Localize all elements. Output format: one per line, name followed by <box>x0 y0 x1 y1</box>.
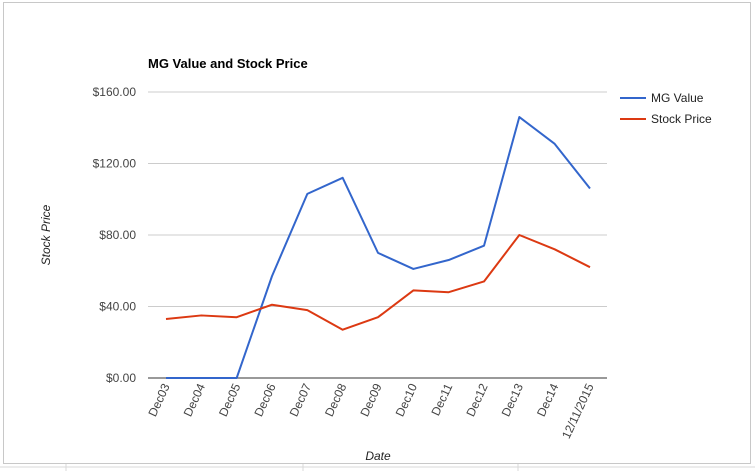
x-tick-label: Dec10 <box>393 381 420 419</box>
x-tick-label: Dec05 <box>216 381 243 419</box>
y-tick-label: $40.00 <box>99 300 136 314</box>
x-tick-label: Dec14 <box>534 381 561 419</box>
x-tick-label: Dec06 <box>251 381 278 419</box>
y-tick-label: $0.00 <box>106 371 136 385</box>
x-tick-label: 12/11/2015 <box>559 381 597 441</box>
y-tick-label: $120.00 <box>93 157 137 171</box>
x-tick-label: Dec03 <box>145 381 172 419</box>
gridlines <box>148 91 607 379</box>
x-tick-label: Dec12 <box>463 381 490 419</box>
series-line-stock-price <box>165 234 591 331</box>
x-tick-label: Dec11 <box>428 381 455 418</box>
x-tick-label: Dec07 <box>287 381 314 419</box>
legend-label: Stock Price <box>651 112 712 126</box>
x-tick-label: Dec04 <box>181 381 208 419</box>
series-lines <box>165 116 591 379</box>
y-axis-title: Stock Price <box>39 204 53 265</box>
x-axis-ticks: Dec03 Dec04 Dec05 Dec06 Dec07 Dec08 Dec09 Dec10… <box>145 381 596 441</box>
legend: MG Value Stock Price <box>620 91 712 126</box>
y-tick-label: $160.00 <box>93 85 137 99</box>
legend-label: MG Value <box>651 91 704 105</box>
x-tick-label: Dec13 <box>499 381 526 419</box>
chart-container[interactable] <box>3 2 751 464</box>
x-tick-label: Dec09 <box>357 381 384 419</box>
y-axis-ticks: $0.00 $40.00 $80.00 $120.00 $160.00 <box>93 85 137 385</box>
series-line-mg-value <box>166 116 591 379</box>
chart-title: MG Value and Stock Price <box>148 56 308 71</box>
x-axis-title: Date <box>365 449 391 463</box>
x-tick-label: Dec08 <box>322 381 349 419</box>
y-tick-label: $80.00 <box>99 228 136 242</box>
